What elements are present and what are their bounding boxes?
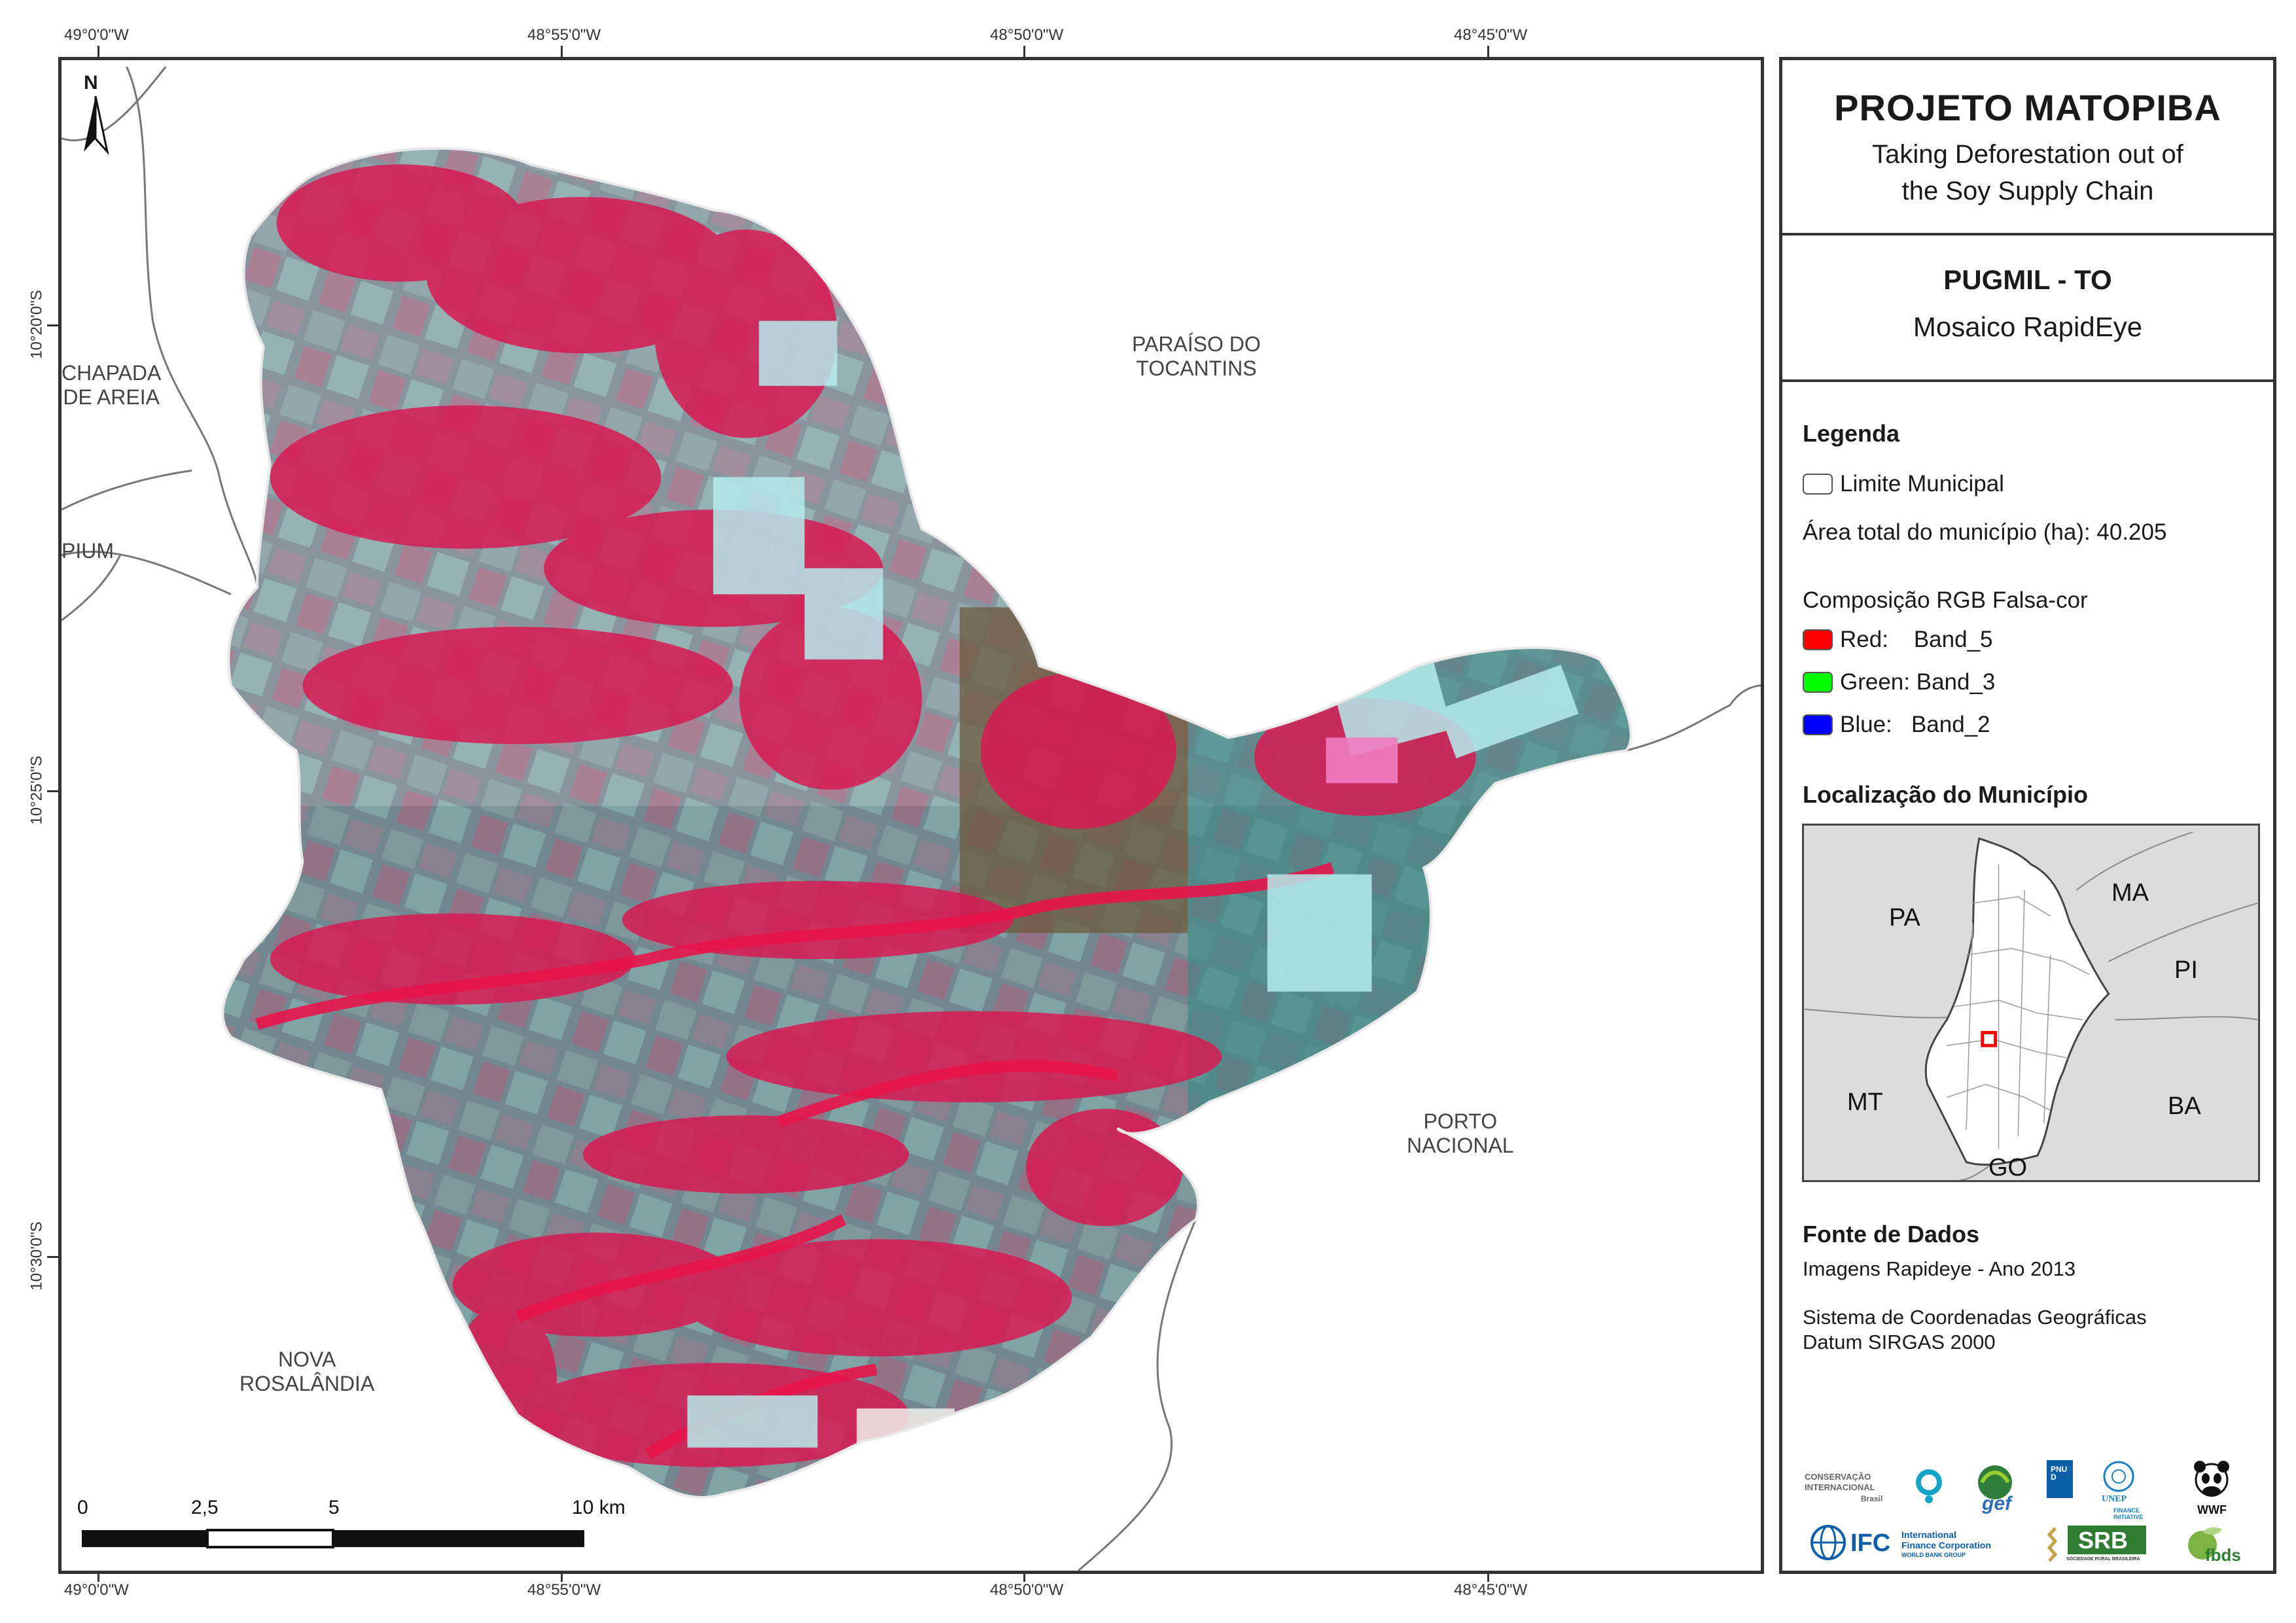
- place-nova-rosalandia: NOVA ROSALÂNDIA: [239, 1348, 375, 1395]
- sources-heading: Fonte de Dados: [1803, 1221, 1980, 1248]
- legend-area: Área total do município (ha): 40.205: [1803, 519, 2167, 545]
- scale-label-2-5: 2,5: [191, 1497, 219, 1518]
- coord-top-4: 48°45'0"W: [1454, 26, 1528, 44]
- project-title: PROJETO MATOPIBA: [1834, 87, 2221, 128]
- datum: Datum SIRGAS 2000: [1803, 1331, 1996, 1353]
- tick-top-1: [97, 46, 99, 57]
- coord-bottom-4: 48°45'0"W: [1454, 1581, 1528, 1599]
- place-porto-nacional: PORTO NACIONAL: [1407, 1109, 1514, 1157]
- tick-bottom-4: [1487, 1574, 1489, 1582]
- divider-1: [1782, 233, 2273, 236]
- tick-top-2: [561, 46, 563, 57]
- srb-logo-subtext: SOCIEDADE RURAL BRASILEIRA: [2066, 1557, 2140, 1562]
- legend-boundary-label: Limite Municipal: [1840, 471, 2004, 497]
- ifc-globe-icon: [1810, 1525, 1846, 1560]
- place-chapada-de-areia: CHAPADA DE AREIA: [62, 361, 162, 409]
- place-paraiso-do-tocantins: PARAÍSO DO TOCANTINS: [1132, 332, 1261, 380]
- unep-logo-subtext: FINANCE INITIATIVE: [2113, 1507, 2144, 1520]
- tick-top-3: [1023, 46, 1025, 57]
- state-go: GO: [1988, 1154, 2028, 1181]
- wwf-panda-icon: [2194, 1461, 2229, 1497]
- map-frame: [58, 57, 1764, 1574]
- coord-top-1: 49°0'0"W: [64, 26, 129, 44]
- divider-2: [1782, 379, 2273, 382]
- legend-rgb-heading: Composição RGB Falsa-cor: [1803, 587, 2088, 613]
- state-ba: BA: [2168, 1092, 2201, 1120]
- legend-red-swatch: [1803, 629, 1833, 650]
- place-pium: PIUM: [62, 539, 114, 563]
- scale-label-5: 5: [328, 1497, 340, 1518]
- coord-left-1: 10°20'0"S: [27, 290, 46, 359]
- partner-logos: CONSERVAÇÃO INTERNACIONAL Brasil gef PNU…: [1795, 1395, 2267, 1565]
- ifc-logo-line2: Finance Corporation: [1901, 1540, 1991, 1550]
- north-arrow-icon: [84, 96, 109, 156]
- mosaic-name: Mosaico RapidEye: [1913, 311, 2143, 342]
- coord-system: Sistema de Coordenadas Geográficas: [1803, 1306, 2147, 1329]
- project-subtitle-line2: the Soy Supply Chain: [1901, 177, 2154, 205]
- location-heading: Localização do Município: [1803, 781, 2089, 808]
- ci-logo-text2: INTERNACIONAL: [1805, 1482, 1875, 1492]
- gef-logo-icon: [1978, 1465, 2012, 1499]
- tick-left-3: [47, 1256, 58, 1258]
- project-subtitle-line1: Taking Deforestation out of: [1872, 140, 2183, 169]
- coord-top-3: 48°50'0"W: [990, 26, 1064, 44]
- tick-bottom-1: [97, 1574, 99, 1582]
- coord-bottom-3: 48°50'0"W: [990, 1581, 1064, 1599]
- tick-bottom-3: [1023, 1574, 1025, 1582]
- state-pa: PA: [1889, 904, 1920, 932]
- ifc-logo-text: IFC: [1850, 1529, 1891, 1557]
- neighbour-boundaries: [62, 66, 1761, 1571]
- ci-logo-icon: [1916, 1469, 1942, 1503]
- legend-blue-swatch: [1803, 714, 1833, 735]
- wwf-logo-text: WWF: [2197, 1503, 2227, 1516]
- tick-top-4: [1487, 46, 1489, 57]
- source-images: Imagens Rapideye - Ano 2013: [1803, 1257, 2076, 1280]
- scale-bar: [82, 1529, 584, 1548]
- ci-logo-text1: CONSERVAÇÃO: [1805, 1472, 1871, 1482]
- coord-left-2: 10°25'0"S: [27, 756, 46, 825]
- legend-heading: Legenda: [1803, 420, 1900, 447]
- legend-blue-label: Blue: Band_2: [1840, 712, 1990, 737]
- municipality-name: PUGMIL - TO: [1943, 264, 2112, 295]
- fbds-logo-icon: [2188, 1527, 2222, 1560]
- legend-green-label: Green: Band_3: [1840, 669, 1996, 695]
- gef-logo-text: gef: [1982, 1493, 2011, 1514]
- satellite-map: [62, 66, 1761, 1571]
- scale-label-0: 0: [77, 1497, 88, 1518]
- srb-logo-text: SRB: [2078, 1527, 2128, 1554]
- coord-bottom-1: 49°0'0"W: [64, 1581, 129, 1599]
- state-pi: PI: [2174, 956, 2198, 984]
- inset-map-graphic: [1804, 831, 2258, 1180]
- tick-left-2: [47, 790, 58, 792]
- ifc-logo-line3: WORLD BANK GROUP: [1901, 1552, 1966, 1558]
- municipal-boundary: [221, 147, 1633, 1499]
- ifc-logo-line1: International: [1901, 1529, 1957, 1540]
- scale-label-10-km: 10 km: [572, 1497, 626, 1518]
- srb-logo-box: [2068, 1526, 2146, 1554]
- unep-logo-text: UNEP: [2102, 1494, 2127, 1504]
- tick-left-1: [47, 324, 58, 326]
- coord-bottom-2: 48°55'0"W: [527, 1581, 601, 1599]
- fbds-logo-text: fbds: [2205, 1545, 2241, 1565]
- unep-logo-icon: [2103, 1461, 2134, 1492]
- municipality-location-marker: [1981, 1031, 1998, 1047]
- coord-left-3: 10°30'0"S: [27, 1221, 46, 1291]
- state-mt: MT: [1847, 1089, 1883, 1116]
- legend-red-label: Red: Band_5: [1840, 627, 1993, 652]
- legend-boundary-swatch: [1803, 474, 1833, 495]
- info-panel: PROJETO MATOPIBA Taking Deforestation ou…: [1779, 57, 2276, 1574]
- legend-green-swatch: [1803, 672, 1833, 693]
- state-ma: MA: [2111, 879, 2149, 907]
- srb-wheat-icon: [2047, 1527, 2058, 1562]
- undp-logo-text: PNUD: [2051, 1465, 2068, 1482]
- location-inset-map: PA MA PI MT BA GO: [1802, 824, 2260, 1182]
- undp-logo-icon: [2047, 1460, 2073, 1498]
- coord-top-2: 48°55'0"W: [527, 26, 601, 44]
- tick-bottom-2: [561, 1574, 563, 1582]
- ci-logo-text3: Brasil: [1861, 1494, 1883, 1503]
- north-label: N: [84, 72, 98, 94]
